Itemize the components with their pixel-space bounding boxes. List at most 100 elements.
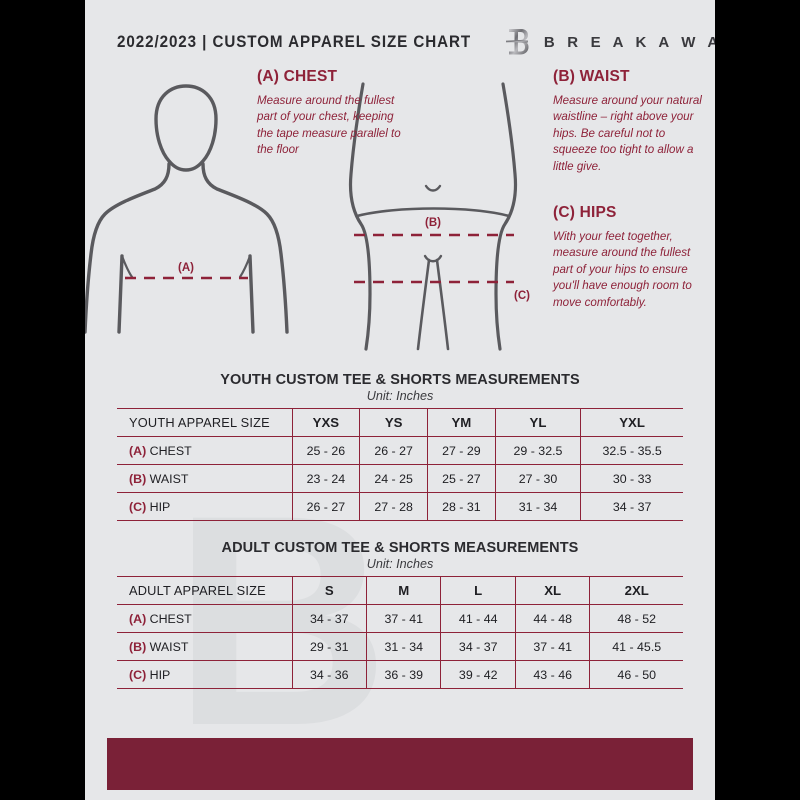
- row-label: WAIST: [149, 639, 189, 654]
- youth-cell-2-2: 28 - 31: [427, 492, 496, 521]
- adult-header-cell-2: M: [365, 576, 442, 605]
- youth-table-title: YOUTH CUSTOM TEE & SHORTS MEASUREMENTS: [220, 372, 580, 388]
- adult-table-title: ADULT CUSTOM TEE & SHORTS MEASUREMENTS: [221, 540, 579, 556]
- adult-row-label-0: (A) CHEST: [117, 604, 293, 633]
- adult-table-block: ADULT CUSTOM TEE & SHORTS MEASUREMENTS U…: [85, 540, 715, 689]
- adult-cell-1-1: 31 - 34: [365, 632, 442, 661]
- row-label: CHEST: [149, 443, 192, 458]
- adult-row-label-1: (B) WAIST: [117, 632, 293, 661]
- callout-waist: (B) WAIST Measure around your natural wa…: [553, 68, 703, 175]
- size-chart-page: B 2022/2023 | CUSTOM APPAREL SIZE CHART: [85, 0, 715, 800]
- youth-cell-1-3: 27 - 30: [494, 464, 582, 493]
- adult-table-unit: Unit: Inches: [366, 557, 434, 571]
- youth-cell-2-1: 27 - 28: [359, 492, 428, 521]
- youth-size-table: YOUTH APPAREL SIZE YXS YS YM YL YXL (A) …: [117, 408, 683, 521]
- youth-table-block: YOUTH CUSTOM TEE & SHORTS MEASUREMENTS U…: [85, 372, 715, 521]
- adult-header-cell-5: 2XL: [589, 576, 683, 605]
- page-content: 2022/2023 | CUSTOM APPAREL SIZE CHART: [85, 0, 715, 689]
- row-tag: (A): [129, 611, 147, 626]
- measurement-illustration: (A) (B): [85, 64, 715, 364]
- callout-waist-body: Measure around your natural waistline – …: [553, 94, 702, 173]
- adult-cell-1-4: 41 - 45.5: [589, 632, 683, 661]
- adult-cell-1-0: 29 - 31: [291, 632, 367, 661]
- adult-size-table: ADULT APPAREL SIZE S M L XL 2XL (A) CHES…: [117, 576, 683, 689]
- youth-header-cell-4: YL: [494, 408, 582, 437]
- page-header: 2022/2023 | CUSTOM APPAREL SIZE CHART: [85, 0, 715, 58]
- adult-cell-2-4: 46 - 50: [589, 660, 683, 689]
- adult-cell-0-2: 41 - 44: [440, 604, 516, 633]
- adult-cell-1-2: 34 - 37: [440, 632, 516, 661]
- youth-cell-0-2: 27 - 29: [427, 436, 496, 465]
- adult-header-cell-4: XL: [514, 576, 591, 605]
- youth-cell-1-0: 23 - 24: [291, 464, 361, 493]
- youth-cell-2-0: 26 - 27: [291, 492, 361, 521]
- row-tag: (B): [129, 471, 147, 486]
- youth-cell-0-4: 32.5 - 35.5: [580, 436, 683, 465]
- adult-header-cell-3: L: [440, 576, 516, 605]
- youth-row-label-0: (A) CHEST: [117, 436, 293, 465]
- adult-cell-2-3: 43 - 46: [514, 660, 591, 689]
- table-row: (C) HIP 26 - 27 27 - 28 28 - 31 31 - 34 …: [117, 492, 683, 521]
- table-header-row: ADULT APPAREL SIZE S M L XL 2XL: [117, 576, 683, 605]
- row-label: HIP: [149, 499, 171, 514]
- table-row: (A) CHEST 25 - 26 26 - 27 27 - 29 29 - 3…: [117, 436, 683, 465]
- youth-header-cell-0: YOUTH APPAREL SIZE: [117, 408, 293, 437]
- callout-chest-heading: (A) CHEST: [257, 68, 338, 85]
- youth-cell-1-1: 24 - 25: [359, 464, 428, 493]
- row-tag: (C): [129, 667, 147, 682]
- adult-cell-1-3: 37 - 41: [514, 632, 591, 661]
- adult-cell-0-0: 34 - 37: [291, 604, 367, 633]
- row-tag: (A): [129, 443, 147, 458]
- youth-cell-1-4: 30 - 33: [580, 464, 683, 493]
- youth-header-cell-2: YS: [359, 408, 428, 437]
- callout-hips: (C) HIPS With your feet together, measur…: [553, 204, 703, 311]
- table-header-row: YOUTH APPAREL SIZE YXS YS YM YL YXL: [117, 408, 683, 437]
- youth-cell-2-3: 31 - 34: [494, 492, 582, 521]
- callout-hips-body: With your feet together, measure around …: [553, 230, 692, 309]
- youth-header-cell-5: YXL: [580, 408, 683, 437]
- adult-cell-0-3: 44 - 48: [514, 604, 591, 633]
- youth-cell-0-3: 29 - 32.5: [494, 436, 582, 465]
- youth-table-unit: Unit: Inches: [366, 389, 434, 403]
- callout-hips-heading: (C) HIPS: [553, 204, 617, 221]
- adult-header-cell-0: ADULT APPAREL SIZE: [117, 576, 293, 605]
- adult-cell-2-1: 36 - 39: [365, 660, 442, 689]
- brand-lockup: B R E A K A W A Y: [502, 26, 715, 58]
- footer-bar: [107, 738, 693, 790]
- body-figures-svg: (A) (B): [85, 82, 530, 351]
- table-row: (B) WAIST 29 - 31 31 - 34 34 - 37 37 - 4…: [117, 632, 683, 661]
- chest-measure-label: (A): [178, 262, 194, 274]
- youth-cell-1-2: 25 - 27: [427, 464, 496, 493]
- hips-measure-label: (C): [514, 290, 530, 302]
- row-label: WAIST: [149, 471, 189, 486]
- page-title: 2022/2023 | CUSTOM APPAREL SIZE CHART: [117, 32, 472, 51]
- adult-row-label-2: (C) HIP: [117, 660, 293, 689]
- brand-name: B R E A K A W A Y: [543, 33, 715, 51]
- callout-chest: (A) CHEST Measure around the fullest par…: [257, 68, 407, 159]
- youth-cell-0-0: 25 - 26: [291, 436, 361, 465]
- youth-header-cell-3: YM: [427, 408, 496, 437]
- adult-header-cell-1: S: [291, 576, 367, 605]
- upper-body-figure: [85, 84, 289, 334]
- adult-cell-2-2: 39 - 42: [440, 660, 516, 689]
- row-label: HIP: [149, 667, 171, 682]
- table-row: (C) HIP 34 - 36 36 - 39 39 - 42 43 - 46 …: [117, 660, 683, 689]
- youth-row-label-2: (C) HIP: [117, 492, 293, 521]
- adult-cell-0-4: 48 - 52: [589, 604, 683, 633]
- youth-header-cell-1: YXS: [291, 408, 361, 437]
- waist-measure-label: (B): [425, 217, 441, 229]
- breakaway-b-logo-icon: [502, 26, 532, 58]
- callout-waist-heading: (B) WAIST: [553, 68, 630, 85]
- adult-cell-0-1: 37 - 41: [365, 604, 442, 633]
- row-tag: (C): [129, 499, 147, 514]
- youth-cell-2-4: 34 - 37: [580, 492, 683, 521]
- table-row: (A) CHEST 34 - 37 37 - 41 41 - 44 44 - 4…: [117, 604, 683, 633]
- row-tag: (B): [129, 639, 147, 654]
- lower-body-figure: [348, 82, 518, 351]
- table-row: (B) WAIST 23 - 24 24 - 25 25 - 27 27 - 3…: [117, 464, 683, 493]
- youth-cell-0-1: 26 - 27: [359, 436, 428, 465]
- callout-chest-body: Measure around the fullest part of your …: [257, 94, 401, 157]
- youth-row-label-1: (B) WAIST: [117, 464, 293, 493]
- row-label: CHEST: [149, 611, 192, 626]
- adult-cell-2-0: 34 - 36: [291, 660, 367, 689]
